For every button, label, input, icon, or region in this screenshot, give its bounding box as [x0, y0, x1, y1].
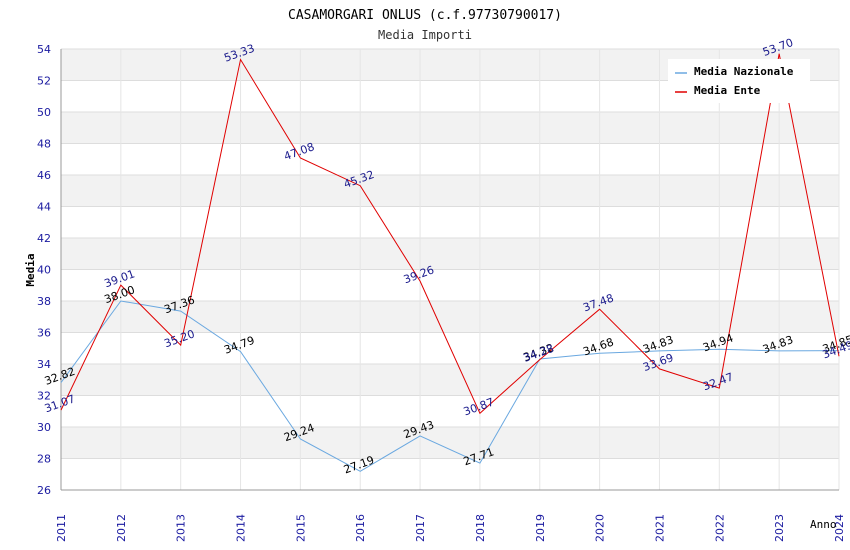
- x-tick-label: 2020: [594, 514, 607, 542]
- x-tick-label: 2021: [653, 514, 666, 542]
- grid-band: [61, 301, 839, 333]
- x-tick-label: 2015: [294, 514, 307, 542]
- y-axis-label: Media: [24, 253, 37, 286]
- x-tick-label: 2018: [474, 514, 487, 542]
- grid-band: [61, 238, 839, 270]
- y-tick-label: 44: [37, 201, 51, 214]
- series-line-media-nazionale: [60, 300, 840, 472]
- y-tick-label: 52: [37, 75, 51, 88]
- grid-band: [61, 175, 839, 207]
- grid-band: [61, 364, 839, 396]
- x-tick-label: 2019: [534, 514, 547, 542]
- x-tick-label: 2024: [833, 514, 846, 542]
- series-line-media-ente: [60, 53, 840, 415]
- x-tick-label: 2016: [354, 514, 367, 542]
- x-tick-label: 2023: [773, 514, 786, 542]
- grid-band: [61, 395, 839, 427]
- legend-label-media-ente: Media Ente: [694, 84, 761, 97]
- grid-band: [61, 112, 839, 144]
- chart-title: CASAMORGARI ONLUS (c.f.97730790017): [288, 8, 562, 23]
- grid-band: [61, 458, 839, 490]
- x-tick-label: 2014: [235, 514, 248, 542]
- y-tick-label: 26: [37, 484, 51, 497]
- y-tick-label: 32: [37, 390, 51, 403]
- y-tick-label: 42: [37, 232, 51, 245]
- legend: Media Nazionale Media Ente: [668, 59, 810, 103]
- grid-lines: [60, 48, 840, 491]
- y-tick-label: 50: [37, 106, 51, 119]
- y-tick-label: 28: [37, 453, 51, 466]
- y-tick-label: 46: [37, 169, 51, 182]
- series-lines: [60, 53, 840, 472]
- y-tick-label: 30: [37, 421, 51, 434]
- legend-box: [668, 59, 810, 103]
- grid-band: [61, 206, 839, 238]
- grid-band: [61, 143, 839, 175]
- grid-band: [61, 269, 839, 301]
- y-tick-label: 40: [37, 264, 51, 277]
- grid-band: [61, 427, 839, 459]
- legend-label-media-nazionale: Media Nazionale: [694, 65, 794, 78]
- x-tick-label: 2011: [55, 514, 68, 542]
- x-tick-label: 2017: [414, 514, 427, 542]
- y-axis-ticks: 26 28 30 32 34 36 38 40 42 44 46 48 50 52 54: [37, 43, 51, 497]
- x-axis-label: Anno: [810, 518, 837, 531]
- y-tick-label: 34: [37, 358, 51, 371]
- x-axis-ticks: 2011 2012 2013 2014 2015 2016 2017 2018 2019 2020…: [55, 514, 846, 542]
- x-tick-label: 2022: [713, 514, 726, 542]
- y-tick-label: 48: [37, 138, 51, 151]
- y-tick-label: 36: [37, 327, 51, 340]
- x-tick-label: 2012: [115, 514, 128, 542]
- y-tick-label: 54: [37, 43, 51, 56]
- chart-subtitle: Media Importi: [378, 28, 472, 42]
- x-tick-label: 2013: [175, 514, 188, 542]
- y-tick-label: 38: [37, 295, 51, 308]
